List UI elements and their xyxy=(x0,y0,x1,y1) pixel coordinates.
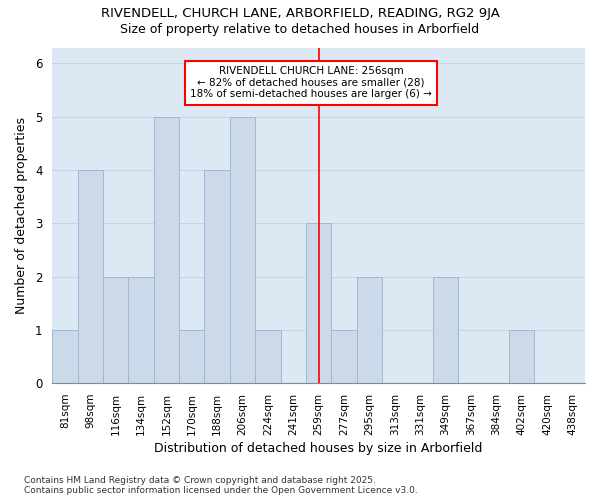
Text: RIVENDELL, CHURCH LANE, ARBORFIELD, READING, RG2 9JA: RIVENDELL, CHURCH LANE, ARBORFIELD, READ… xyxy=(101,8,499,20)
Bar xyxy=(509,330,534,383)
Bar xyxy=(230,117,255,383)
Bar xyxy=(77,170,103,383)
Text: Size of property relative to detached houses in Arborfield: Size of property relative to detached ho… xyxy=(121,22,479,36)
X-axis label: Distribution of detached houses by size in Arborfield: Distribution of detached houses by size … xyxy=(154,442,483,455)
Bar xyxy=(255,330,281,383)
Bar xyxy=(103,276,128,383)
Y-axis label: Number of detached properties: Number of detached properties xyxy=(15,117,28,314)
Bar xyxy=(433,276,458,383)
Bar xyxy=(205,170,230,383)
Text: Contains HM Land Registry data © Crown copyright and database right 2025.
Contai: Contains HM Land Registry data © Crown c… xyxy=(24,476,418,495)
Bar xyxy=(52,330,77,383)
Bar xyxy=(331,330,356,383)
Bar xyxy=(356,276,382,383)
Bar xyxy=(154,117,179,383)
Bar xyxy=(306,224,331,383)
Bar xyxy=(179,330,205,383)
Text: RIVENDELL CHURCH LANE: 256sqm
← 82% of detached houses are smaller (28)
18% of s: RIVENDELL CHURCH LANE: 256sqm ← 82% of d… xyxy=(190,66,432,100)
Bar xyxy=(128,276,154,383)
